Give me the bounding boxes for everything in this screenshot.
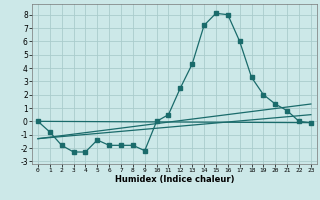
X-axis label: Humidex (Indice chaleur): Humidex (Indice chaleur) (115, 175, 234, 184)
